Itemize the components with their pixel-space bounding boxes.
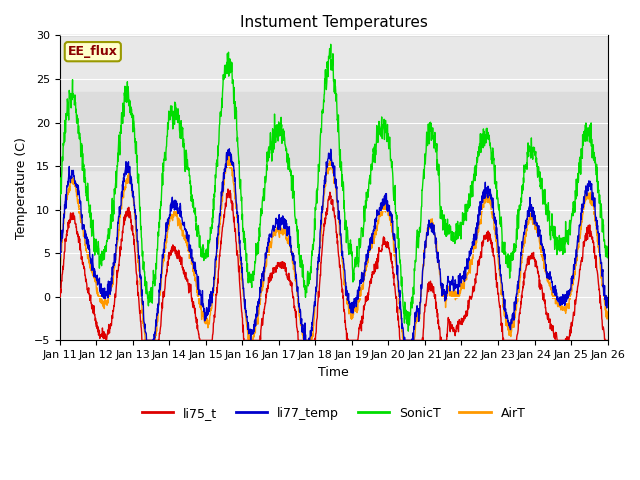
AirT [604,310,611,315]
AirT [588,198,596,204]
li75_t [488,245,495,251]
SonicT [308,256,316,262]
Legend: li75_t, li77_temp, SonicT, AirT: li75_t, li77_temp, SonicT, AirT [137,402,531,425]
li75_t [588,237,596,242]
li77_temp [588,197,596,203]
li75_t [604,337,611,343]
SonicT [404,328,412,334]
li75_t [588,235,596,240]
SonicT [322,80,330,86]
li77_temp [143,337,150,343]
SonicT [588,155,596,161]
SonicT [588,144,596,149]
AirT [225,154,232,159]
Line: AirT: AirT [60,156,607,340]
li77_temp [604,299,611,304]
Bar [60,92,607,170]
Line: li77_temp: li77_temp [60,149,607,340]
Text: EE_flux: EE_flux [68,45,118,58]
SonicT [84,180,92,186]
Title: Instument Temperatures: Instument Temperatures [239,15,428,30]
AirT [323,167,330,173]
Line: SonicT: SonicT [60,44,607,331]
li75_t [138,337,146,343]
SonicT [56,203,63,208]
SonicT [488,154,495,160]
li77_temp [225,146,233,152]
AirT [84,256,92,262]
Line: li75_t: li75_t [60,189,607,340]
SonicT [604,255,611,261]
X-axis label: Time: Time [318,366,349,379]
li75_t [224,186,232,192]
li77_temp [323,164,330,169]
SonicT [327,41,335,47]
li77_temp [84,243,92,249]
AirT [488,211,495,216]
li75_t [323,210,330,216]
AirT [56,268,63,274]
li75_t [56,292,63,298]
li75_t [308,337,316,343]
li75_t [84,288,92,294]
AirT [588,203,596,208]
Y-axis label: Temperature (C): Temperature (C) [15,137,28,239]
li77_temp [488,197,495,203]
li77_temp [308,320,316,325]
AirT [308,335,316,341]
li77_temp [56,255,63,261]
AirT [141,337,149,343]
li77_temp [588,189,596,195]
